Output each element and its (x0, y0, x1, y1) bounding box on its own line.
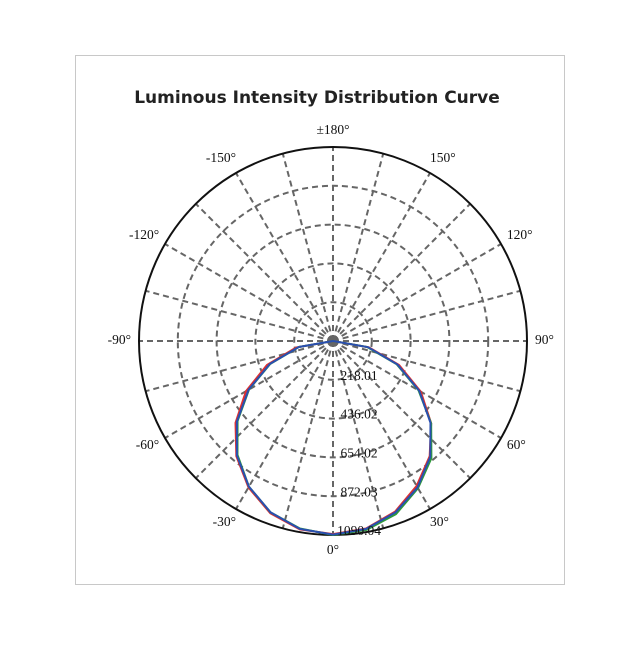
minor-grid-spoke (145, 289, 334, 342)
minor-grid-spoke (145, 340, 334, 393)
r-tick-label: 654.02 (340, 445, 377, 460)
grid-spoke (332, 340, 502, 439)
grid-spoke (235, 340, 334, 510)
grid-ring (254, 262, 412, 420)
grid-spoke (164, 243, 334, 342)
minor-grid-spoke (195, 203, 334, 342)
tick-labels: 0° 30° 60° 90° 120° 150° ±180° -150° -120° -90° -6… (108, 122, 554, 557)
r-tick-label: 436.02 (340, 407, 377, 422)
minor-grid-spoke (332, 153, 385, 342)
minor-grid-spoke (281, 153, 334, 342)
theta-tick-label: 60° (507, 437, 526, 452)
r-tick-label: 218.01 (340, 368, 377, 383)
theta-tick-label: -30° (213, 514, 236, 529)
theta-tick-label: -60° (136, 437, 159, 452)
grid-spoke (235, 172, 334, 342)
theta-tick-label: 90° (535, 332, 554, 347)
r-tick-label: 1090.04 (337, 523, 381, 538)
grid-ring (176, 184, 490, 498)
minor-grid-spoke (332, 340, 385, 529)
theta-tick-label: 0° (327, 542, 339, 557)
theta-tick-label: 120° (507, 227, 533, 242)
r-tick-label: 872.03 (340, 484, 377, 499)
minor-grid-spoke (195, 340, 334, 479)
theta-tick-label: ±180° (316, 122, 349, 137)
minor-grid-spoke (332, 340, 521, 393)
grid-ring (293, 301, 373, 381)
chart-title: Luminous Intensity Distribution Curve (134, 88, 500, 108)
minor-grid-spoke (281, 340, 334, 529)
plot-area (234, 340, 433, 536)
minor-grid-spoke (332, 289, 521, 342)
minor-grid-spoke (332, 340, 471, 479)
minor-grid-spoke (332, 203, 471, 342)
grid-ring (215, 223, 451, 459)
theta-tick-label: -150° (206, 150, 236, 165)
intensity-curve (235, 340, 432, 536)
theta-tick-label: -120° (129, 227, 159, 242)
grid-spoke (332, 243, 502, 342)
grid-spoke (332, 340, 431, 510)
theta-tick-label: 30° (430, 514, 449, 529)
grid-spoke (164, 340, 334, 439)
grid-spoke (332, 172, 431, 342)
theta-tick-label: 150° (430, 150, 456, 165)
theta-tick-label: -90° (108, 332, 131, 347)
